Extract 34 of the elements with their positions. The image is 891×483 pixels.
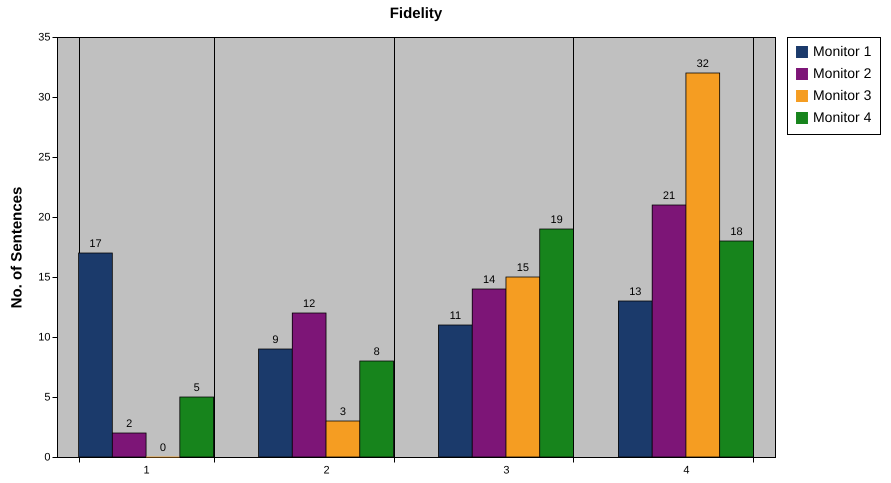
legend-label: Monitor 4: [813, 109, 872, 125]
legend-label: Monitor 1: [813, 43, 872, 59]
y-tick-label: 20: [38, 212, 50, 224]
data-label: 12: [303, 298, 316, 310]
data-label: 21: [662, 190, 676, 202]
data-label: 0: [160, 442, 166, 454]
y-tick-label: 35: [38, 32, 50, 44]
data-label: 13: [629, 286, 642, 298]
data-label: 8: [374, 346, 380, 358]
y-tick-label: 5: [44, 392, 50, 404]
y-tick-label: 0: [44, 452, 50, 464]
legend-label: Monitor 2: [813, 65, 872, 81]
data-label: 5: [194, 382, 200, 394]
data-label: 15: [516, 262, 529, 274]
data-label: 11: [450, 310, 462, 322]
data-label: 17: [89, 238, 102, 250]
data-label: 9: [272, 334, 278, 346]
y-tick-label: 30: [38, 92, 50, 104]
y-tick-label: 25: [38, 152, 50, 164]
x-tick-label: 1: [144, 464, 150, 476]
x-tick-label: 2: [323, 464, 330, 476]
y-axis-title: No. of Sentences: [8, 186, 26, 308]
data-label: 14: [482, 274, 496, 286]
data-label: 32: [696, 58, 709, 70]
y-tick-label: 10: [38, 332, 50, 344]
legend-label: Monitor 3: [813, 87, 872, 103]
data-label: 18: [730, 226, 743, 238]
data-label: 3: [340, 406, 346, 418]
y-tick-label: 15: [38, 272, 50, 284]
chart-title: Fidelity: [390, 5, 443, 22]
x-tick-label: 3: [503, 464, 510, 476]
x-tick-label: 4: [683, 464, 690, 476]
data-label: 2: [126, 418, 132, 430]
data-label: 19: [550, 214, 563, 226]
